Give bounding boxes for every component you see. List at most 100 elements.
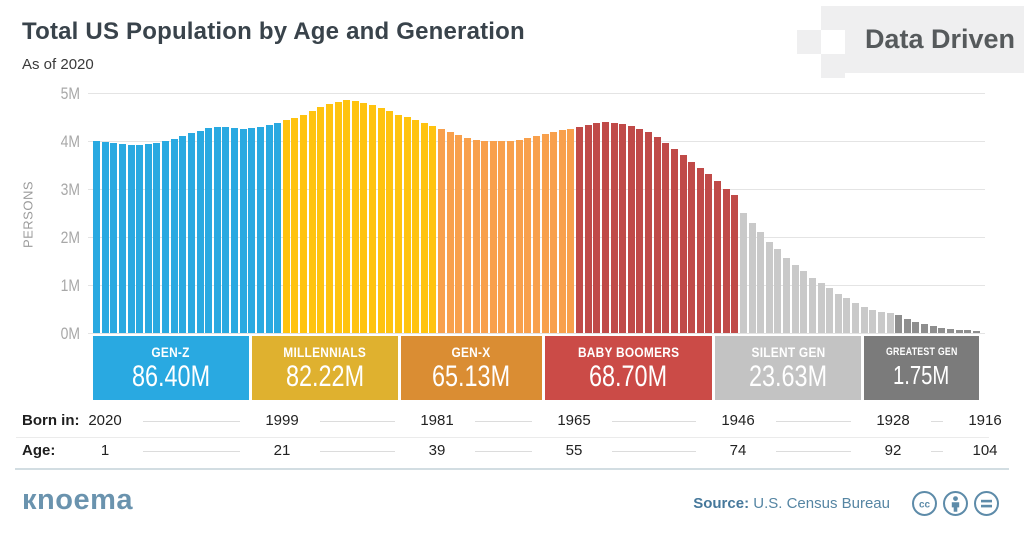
bar-silent-gen[interactable] [757, 232, 765, 333]
bar-greatest-gen[interactable] [972, 331, 980, 333]
bar-gen-x[interactable] [481, 141, 489, 333]
bar-silent-gen[interactable] [791, 265, 799, 333]
bar-greatest-gen[interactable] [938, 328, 946, 333]
bar-gen-z[interactable] [144, 144, 152, 333]
bar-millennials[interactable] [282, 120, 290, 333]
bar-silent-gen[interactable] [834, 294, 842, 333]
bar-silent-gen[interactable] [860, 307, 868, 333]
bar-silent-gen[interactable] [886, 313, 894, 333]
bar-gen-z[interactable] [127, 145, 135, 333]
bar-gen-z[interactable] [231, 128, 239, 333]
bar-gen-z[interactable] [256, 127, 264, 333]
bar-silent-gen[interactable] [877, 312, 885, 333]
bar-gen-z[interactable] [265, 125, 273, 333]
bar-gen-z[interactable] [222, 127, 230, 333]
bar-gen-x[interactable] [567, 129, 575, 333]
bar-gen-z[interactable] [170, 139, 178, 333]
cc-icon[interactable]: cc [911, 490, 938, 517]
bar-greatest-gen[interactable] [903, 319, 911, 333]
bar-baby-boomers[interactable] [645, 132, 653, 333]
bar-baby-boomers[interactable] [696, 168, 704, 333]
bar-baby-boomers[interactable] [662, 143, 670, 333]
attribution-person-icon[interactable] [942, 490, 969, 517]
bar-gen-x[interactable] [541, 134, 549, 333]
bar-millennials[interactable] [377, 108, 385, 333]
bar-silent-gen[interactable] [826, 288, 834, 333]
bar-gen-x[interactable] [558, 130, 566, 333]
band-greatest-gen[interactable]: GREATEST GEN 1.75M [864, 336, 979, 400]
band-millennials[interactable]: MILLENNIALS 82.22M [252, 336, 398, 400]
bar-baby-boomers[interactable] [576, 127, 584, 333]
bar-silent-gen[interactable] [748, 223, 756, 333]
generation-bands[interactable]: GEN-Z 86.40M MILLENNIALS 82.22M GEN-X 65.13M B… [93, 336, 979, 400]
bar-millennials[interactable] [412, 120, 420, 333]
bar-gen-z[interactable] [248, 128, 256, 333]
equals-icon[interactable] [973, 490, 1000, 517]
bar-baby-boomers[interactable] [627, 126, 635, 333]
bar-greatest-gen[interactable] [955, 330, 963, 333]
bar-gen-x[interactable] [550, 132, 558, 333]
bar-millennials[interactable] [386, 111, 394, 333]
bar-baby-boomers[interactable] [714, 181, 722, 333]
bar-baby-boomers[interactable] [731, 195, 739, 333]
bar-millennials[interactable] [317, 107, 325, 333]
bar-gen-x[interactable] [455, 135, 463, 333]
band-silent-gen[interactable]: SILENT GEN 23.63M [715, 336, 861, 400]
bar-silent-gen[interactable] [783, 258, 791, 333]
bar-gen-z[interactable] [101, 142, 109, 333]
bar-gen-z[interactable] [187, 133, 195, 333]
bar-millennials[interactable] [291, 118, 299, 333]
bar-greatest-gen[interactable] [964, 330, 972, 333]
bar-silent-gen[interactable] [817, 283, 825, 333]
band-baby-boomers[interactable]: BABY BOOMERS 68.70M [544, 336, 713, 400]
bar-baby-boomers[interactable] [636, 129, 644, 333]
bar-baby-boomers[interactable] [688, 162, 696, 333]
bar-millennials[interactable] [343, 100, 351, 333]
bar-gen-x[interactable] [524, 138, 532, 333]
bar-baby-boomers[interactable] [653, 137, 661, 333]
bar-gen-z[interactable] [196, 131, 204, 333]
bar-gen-z[interactable] [118, 144, 126, 333]
bar-millennials[interactable] [394, 115, 402, 333]
bar-baby-boomers[interactable] [619, 124, 627, 333]
bar-gen-x[interactable] [463, 138, 471, 333]
bar-millennials[interactable] [334, 102, 342, 333]
bar-baby-boomers[interactable] [584, 125, 592, 333]
bar-gen-z[interactable] [153, 143, 161, 333]
bar-gen-z[interactable] [136, 145, 144, 333]
bar-gen-z[interactable] [239, 129, 247, 333]
bar-silent-gen[interactable] [852, 303, 860, 333]
bar-greatest-gen[interactable] [912, 322, 920, 333]
bar-silent-gen[interactable] [800, 271, 808, 333]
band-gen-z[interactable]: GEN-Z 86.40M [93, 336, 250, 400]
bar-gen-x[interactable] [446, 132, 454, 333]
knoema-logo[interactable]: кnoema [22, 484, 133, 516]
bar-baby-boomers[interactable] [705, 174, 713, 333]
bar-silent-gen[interactable] [765, 242, 773, 333]
bar-greatest-gen[interactable] [895, 315, 903, 333]
bar-silent-gen[interactable] [869, 310, 877, 333]
bar-millennials[interactable] [325, 104, 333, 333]
bar-gen-x[interactable] [498, 141, 506, 333]
bar-millennials[interactable] [308, 111, 316, 333]
bar-gen-z[interactable] [213, 127, 221, 333]
bar-baby-boomers[interactable] [593, 123, 601, 333]
bar-gen-z[interactable] [274, 123, 282, 333]
bar-gen-x[interactable] [489, 141, 497, 333]
bar-baby-boomers[interactable] [722, 189, 730, 333]
bar-gen-x[interactable] [532, 136, 540, 333]
bar-millennials[interactable] [351, 101, 359, 333]
bar-baby-boomers[interactable] [610, 123, 618, 333]
bar-gen-x[interactable] [507, 141, 515, 333]
bar-greatest-gen[interactable] [921, 324, 929, 333]
bar-gen-x[interactable] [515, 140, 523, 333]
bar-silent-gen[interactable] [774, 249, 782, 333]
bar-gen-z[interactable] [93, 141, 101, 333]
bar-baby-boomers[interactable] [601, 122, 609, 333]
bar-silent-gen[interactable] [843, 298, 851, 333]
bar-greatest-gen[interactable] [929, 326, 937, 333]
bar-millennials[interactable] [429, 126, 437, 333]
bar-baby-boomers[interactable] [670, 149, 678, 333]
bar-gen-z[interactable] [110, 143, 118, 333]
population-bars[interactable] [93, 93, 980, 333]
